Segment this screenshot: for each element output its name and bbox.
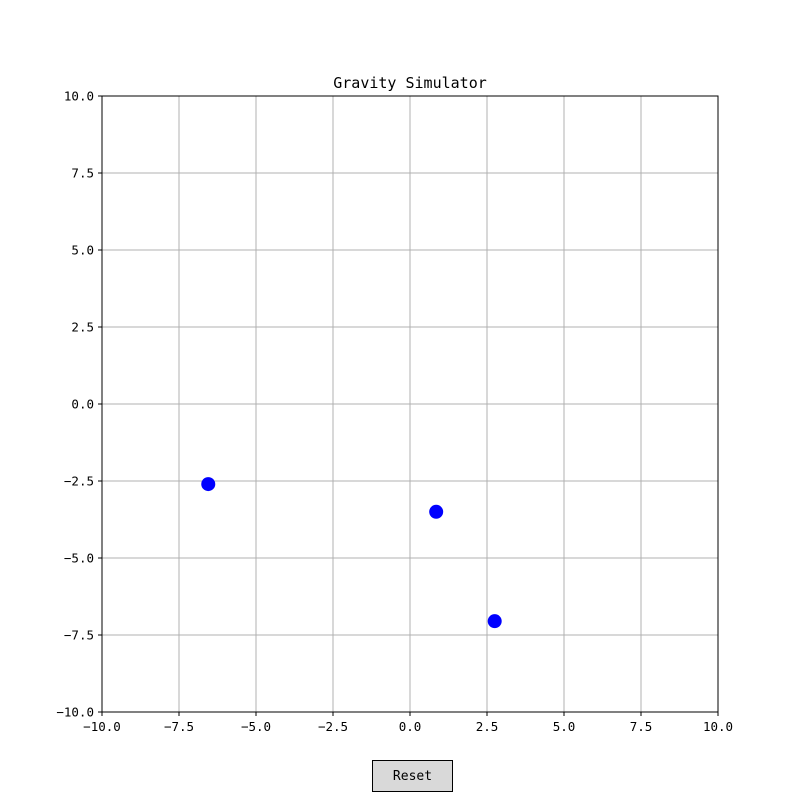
y-tick-label: 0.0 <box>71 397 94 412</box>
y-tick-label: 5.0 <box>71 243 94 258</box>
x-tick-label: −5.0 <box>241 719 271 734</box>
axis-ticks: −10.0 −7.5 −5.0 −2.5 0.0 2.5 5.0 7.5 10.0 10.0 7.5… <box>56 89 733 735</box>
x-tick-label: 10.0 <box>703 719 733 734</box>
body-points <box>201 477 502 629</box>
body-point <box>429 504 444 519</box>
grid-lines <box>101 95 719 713</box>
y-tick-label: −5.0 <box>64 551 94 566</box>
x-tick-label: −10.0 <box>83 719 121 734</box>
y-tick-label: −7.5 <box>64 628 94 643</box>
y-tick-label: 7.5 <box>71 166 94 181</box>
chart-title: Gravity Simulator <box>333 74 487 92</box>
x-tick-label: 5.0 <box>553 719 576 734</box>
reset-button[interactable]: Reset <box>372 760 453 792</box>
x-tick-label: −2.5 <box>318 719 348 734</box>
y-tick-label: −10.0 <box>56 705 94 720</box>
body-point <box>487 614 502 629</box>
x-tick-label: 2.5 <box>476 719 499 734</box>
y-tick-label: 10.0 <box>64 89 94 104</box>
x-tick-label: 7.5 <box>630 719 653 734</box>
body-point <box>201 477 216 492</box>
y-tick-label: 2.5 <box>71 320 94 335</box>
y-tick-label: −2.5 <box>64 474 94 489</box>
x-tick-label: 0.0 <box>399 719 422 734</box>
x-tick-label: −7.5 <box>164 719 194 734</box>
